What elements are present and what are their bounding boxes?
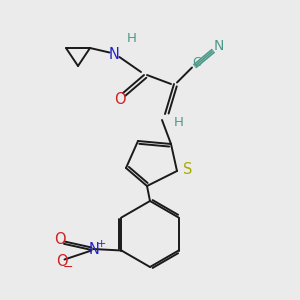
Text: N: N [89,242,100,256]
Text: S: S [183,162,192,177]
Text: H: H [174,116,183,130]
Text: O: O [54,232,66,247]
Text: C: C [192,56,201,70]
Text: N: N [109,46,119,62]
Text: O: O [56,254,67,268]
Text: −: − [63,260,74,274]
Text: H: H [127,32,137,46]
Text: N: N [214,40,224,53]
Text: +: + [97,239,106,249]
Text: O: O [114,92,126,106]
